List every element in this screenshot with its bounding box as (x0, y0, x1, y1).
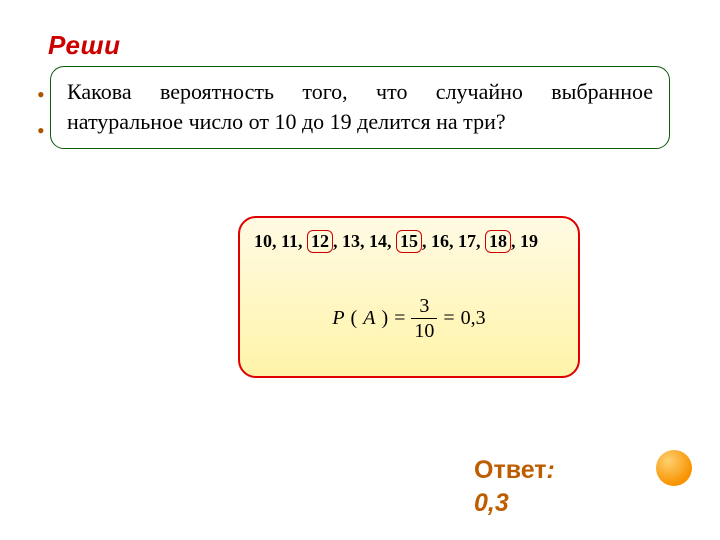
highlighted-number: 12 (307, 230, 333, 253)
probability-formula: P(A) = 3 10 = 0,3 (240, 296, 578, 341)
formula-result: 0,3 (461, 307, 486, 330)
formula-P: P (332, 307, 344, 330)
answer-label: Ответ: (474, 456, 555, 484)
number: 13 (342, 231, 360, 251)
question-box: Какова вероятность того, что случайно вы… (50, 66, 670, 149)
formula-fraction: 3 10 (411, 296, 437, 341)
number: 16 (431, 231, 449, 251)
question-text: Какова вероятность того, что случайно вы… (67, 79, 653, 134)
decorative-dot-icon (656, 450, 692, 486)
fraction-numerator: 3 (416, 296, 432, 318)
formula-arg: A (363, 307, 375, 330)
answer-block: Ответ: 0,3 (474, 456, 555, 518)
number: 10 (254, 231, 272, 251)
answer-value: 0,3 (474, 489, 555, 518)
highlighted-number: 18 (485, 230, 511, 253)
highlighted-number: 15 (396, 230, 422, 253)
decorative-bullets: • • (37, 82, 45, 154)
solution-box: 10, 11, 12, 13, 14, 15, 16, 17, 18, 19 P… (238, 216, 580, 378)
number: 14 (369, 231, 387, 251)
heading-solve: Реши (48, 30, 120, 61)
number-sequence: 10, 11, 12, 13, 14, 15, 16, 17, 18, 19 (254, 230, 564, 258)
fraction-denominator: 10 (411, 319, 437, 341)
number: 11 (281, 231, 298, 251)
number: 19 (520, 231, 538, 251)
number: 17 (458, 231, 476, 251)
